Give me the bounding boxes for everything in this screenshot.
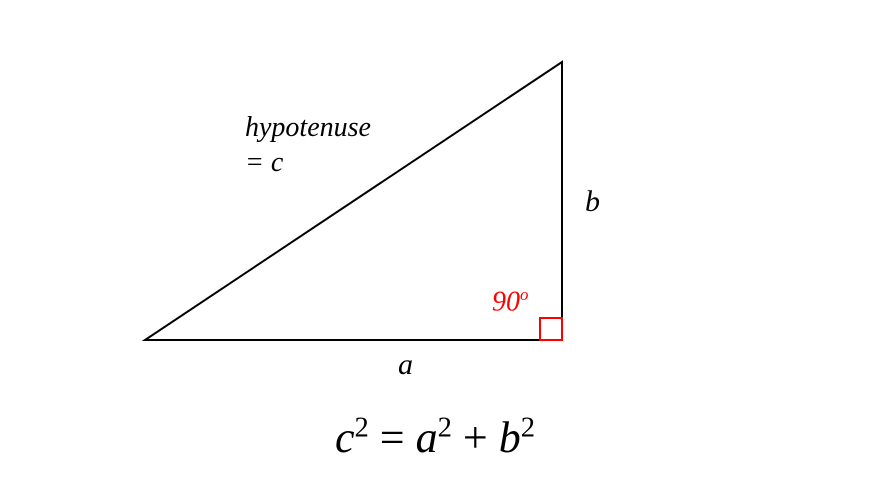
formula-c-exp: 2 xyxy=(354,412,368,443)
right-angle-marker xyxy=(540,318,562,340)
formula-a-exp: 2 xyxy=(438,412,452,443)
hypotenuse-text-line2: = c xyxy=(245,147,283,178)
side-b-label: b xyxy=(585,185,600,219)
formula-c: c xyxy=(335,413,355,462)
degree-symbol: o xyxy=(520,285,528,304)
angle-value: 90 xyxy=(492,286,520,317)
formula-b-exp: 2 xyxy=(521,412,535,443)
formula-b: b xyxy=(499,413,521,462)
pythagoras-diagram: hypotenuse = c a b 90o c2 = a2 + b2 xyxy=(0,0,870,500)
formula-a: a xyxy=(416,413,438,462)
hypotenuse-label: hypotenuse = c xyxy=(245,110,371,180)
formula-plus: + xyxy=(452,413,499,462)
formula-eq: = xyxy=(369,413,416,462)
hypotenuse-text-line1: hypotenuse xyxy=(245,112,371,143)
pythagoras-formula: c2 = a2 + b2 xyxy=(0,412,870,463)
right-angle-label: 90o xyxy=(492,285,528,318)
side-a-label: a xyxy=(398,348,413,382)
